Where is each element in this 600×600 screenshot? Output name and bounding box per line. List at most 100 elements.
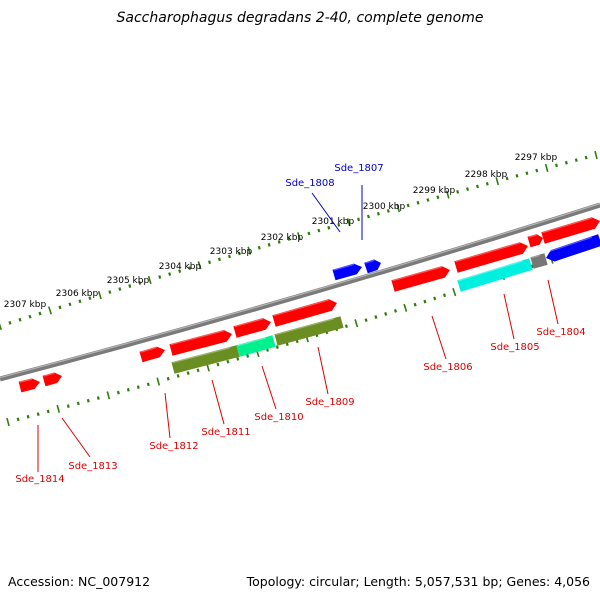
gene-body <box>546 234 600 262</box>
kbp-label-2307: 2307 kbp <box>4 300 47 310</box>
minor-tick <box>96 396 100 400</box>
gene-body <box>171 345 240 374</box>
outer-tick-ring <box>0 150 598 331</box>
gene-body <box>457 258 533 292</box>
gene-shine <box>545 236 592 254</box>
minor-tick <box>466 187 470 192</box>
gene-body <box>233 318 272 338</box>
major-tick <box>0 323 2 331</box>
minor-tick <box>227 254 231 259</box>
gene-shine <box>458 260 523 282</box>
minor-tick <box>78 299 82 304</box>
minor-tick <box>436 195 440 200</box>
minor-tick <box>376 211 380 216</box>
minor-tick <box>584 155 588 160</box>
gene-sde-1805 <box>457 258 533 292</box>
gene-sde-1809-a <box>272 299 338 327</box>
callout-sde-1805 <box>503 293 515 340</box>
minor-tick <box>237 251 241 256</box>
kbp-label-2299: 2299 kbp <box>413 186 456 196</box>
gene-label-sde-1811: Sde_1811 <box>201 427 250 438</box>
minor-tick <box>317 228 321 233</box>
callout-sde-1808 <box>311 192 341 233</box>
major-tick <box>452 288 457 297</box>
gene-label-sde-1814: Sde_1814 <box>15 474 64 485</box>
minor-tick <box>68 302 72 307</box>
gene-body <box>272 299 338 327</box>
kbp-label-2300: 2300 kbp <box>363 202 406 212</box>
minor-tick <box>475 184 479 189</box>
gene-body <box>332 263 362 281</box>
gene-shine <box>273 299 330 317</box>
callout-sde-1804 <box>547 279 559 325</box>
kbp-label-2302: 2302 kbp <box>261 233 304 243</box>
gene-shine <box>140 346 158 353</box>
minor-tick <box>275 345 279 350</box>
minor-tick <box>216 362 220 367</box>
gene-label-sde-1804: Sde_1804 <box>536 327 585 338</box>
gene-body <box>18 378 40 393</box>
major-tick <box>48 306 52 315</box>
gene-shine <box>234 318 264 328</box>
gene-sde-1810 <box>236 335 276 357</box>
major-tick <box>495 177 500 186</box>
minor-tick <box>530 264 534 269</box>
callout-sde-1811 <box>211 379 225 425</box>
gene-label-sde-1810: Sde_1810 <box>254 412 303 423</box>
minor-tick <box>423 299 427 304</box>
minor-tick <box>118 287 122 291</box>
gene-shine <box>170 330 225 346</box>
gene-features <box>18 217 600 393</box>
major-tick <box>594 150 598 160</box>
minor-tick <box>116 390 120 395</box>
gene-label-sde-1809: Sde_1809 <box>305 397 354 408</box>
minor-tick <box>267 242 271 247</box>
kbp-label-2305: 2305 kbp <box>107 276 150 286</box>
minor-tick <box>277 240 281 244</box>
callout-sde-1813 <box>61 417 91 458</box>
minor-tick <box>18 317 22 322</box>
minor-tick <box>442 293 447 298</box>
gene-label-sde-1812: Sde_1812 <box>149 441 198 452</box>
gene-body <box>139 346 166 363</box>
gene-sde-1804-a <box>541 217 600 244</box>
gene-body <box>541 217 600 244</box>
gene-shine <box>542 217 592 234</box>
kbp-label-2306: 2306 kbp <box>56 289 99 299</box>
gene-label-sde-1807: Sde_1807 <box>334 163 383 174</box>
major-tick <box>156 377 161 386</box>
kbp-label-2297: 2297 kbp <box>515 153 558 163</box>
minor-tick <box>236 356 240 361</box>
major-tick <box>197 261 202 270</box>
gene-sde-1804 <box>545 234 600 262</box>
minor-tick <box>196 368 200 373</box>
minor-tick <box>8 320 12 325</box>
minor-tick <box>208 260 212 265</box>
gene-sde-small <box>527 234 543 248</box>
minor-tick <box>166 376 170 381</box>
genome-backbone <box>0 202 600 382</box>
genome-backbone-highlight <box>0 203 600 379</box>
minor-tick <box>287 237 291 241</box>
gene-body <box>236 335 276 357</box>
minor-tick <box>188 266 192 271</box>
major-tick <box>6 417 10 427</box>
minor-tick <box>366 214 370 219</box>
gene-body <box>42 372 62 387</box>
kbp-label-2303: 2303 kbp <box>210 247 253 257</box>
gene-shine <box>455 242 520 263</box>
kbp-label-2304: 2304 kbp <box>159 262 202 272</box>
major-tick <box>445 190 450 199</box>
minor-tick <box>327 225 331 230</box>
minor-tick <box>136 385 140 389</box>
major-tick <box>247 246 252 255</box>
gene-sde-1810-a <box>233 318 272 338</box>
minor-tick <box>406 203 410 208</box>
major-tick <box>403 303 408 312</box>
minor-tick <box>26 414 30 419</box>
minor-tick <box>344 324 348 329</box>
gene-sde-1805-a <box>454 242 529 273</box>
minor-tick <box>433 296 437 301</box>
minor-tick <box>126 388 130 392</box>
